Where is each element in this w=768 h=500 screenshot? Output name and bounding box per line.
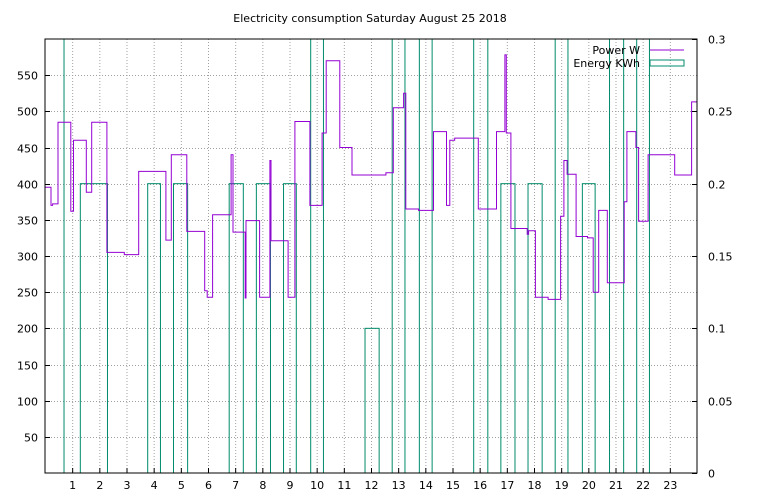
legend-label-power: Power W	[592, 44, 640, 57]
x-tick-label: 21	[609, 479, 623, 492]
x-tick-label: 23	[663, 479, 677, 492]
x-tick-label: 18	[528, 479, 542, 492]
x-tick-label: 16	[473, 479, 487, 492]
x-tick-label: 20	[582, 479, 596, 492]
y-tick-label: 300	[17, 251, 38, 264]
x-tick-label: 2	[96, 479, 103, 492]
y-tick-label: 450	[17, 143, 38, 156]
x-tick-label: 1	[69, 479, 76, 492]
y-tick-label: 50	[24, 432, 38, 445]
y-tick-label: 350	[17, 215, 38, 228]
energy-bar	[364, 327, 380, 474]
x-tick-label: 10	[310, 479, 324, 492]
x-tick-label: 11	[337, 479, 351, 492]
x-tick-label: 9	[287, 479, 294, 492]
x-tick-label: 17	[500, 479, 514, 492]
x-tick-label: 4	[151, 479, 158, 492]
power-line	[45, 54, 697, 300]
y-tick-label: 150	[17, 360, 38, 373]
x-tick-label: 13	[392, 479, 406, 492]
grid	[45, 39, 697, 473]
chart-title: Electricity consumption Saturday August …	[233, 12, 506, 25]
y2-tick-label: 0.1	[708, 323, 726, 336]
axis-ticks: 1 2 3 4 5 6 7 8 9 10 11 12 13 14 15 16 17 18 19 20 21 22 23501…	[17, 34, 733, 493]
y2-tick-label: 0.05	[708, 396, 733, 409]
x-tick-label: 5	[178, 479, 185, 492]
y2-tick-label: 0.2	[708, 179, 726, 192]
y2-tick-label: 0	[708, 468, 715, 481]
power-series	[45, 54, 697, 300]
legend-label-energy: Energy KWh	[573, 57, 640, 70]
y-tick-label: 200	[17, 323, 38, 336]
x-tick-label: 19	[555, 479, 569, 492]
y2-tick-label: 0.25	[708, 106, 733, 119]
y2-tick-label: 0.15	[708, 251, 733, 264]
x-tick-label: 3	[124, 479, 131, 492]
y2-tick-label: 0.3	[708, 34, 726, 47]
y-tick-label: 550	[17, 70, 38, 83]
x-tick-label: 14	[419, 479, 433, 492]
x-tick-label: 12	[365, 479, 379, 492]
x-tick-label: 6	[205, 479, 212, 492]
x-tick-label: 8	[259, 479, 266, 492]
x-tick-label: 7	[232, 479, 239, 492]
legend-swatch-energy	[649, 59, 685, 67]
y-tick-label: 500	[17, 106, 38, 119]
x-tick-label: 15	[446, 479, 460, 492]
y-tick-label: 250	[17, 287, 38, 300]
x-tick-label: 22	[636, 479, 650, 492]
y-tick-label: 400	[17, 179, 38, 192]
legend: Power W Energy KWh	[573, 44, 685, 70]
y-tick-label: 100	[17, 396, 38, 409]
